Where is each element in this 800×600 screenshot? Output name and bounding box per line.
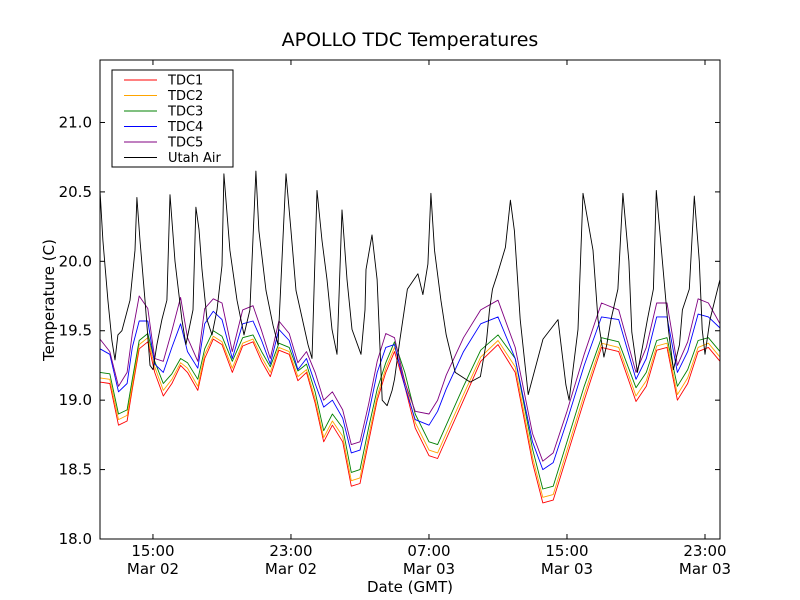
x-tick-label-date: Mar 02 xyxy=(265,560,317,578)
x-tick-label-time: 15:00 xyxy=(545,542,588,560)
y-tick-label: 19.0 xyxy=(59,391,92,409)
legend-label-utah-air: Utah Air xyxy=(168,151,221,166)
plot-frame xyxy=(99,59,721,540)
x-tick-label-time: 23:00 xyxy=(269,542,312,560)
y-tick-label: 20.5 xyxy=(59,183,92,201)
x-tick-label-time: 23:00 xyxy=(683,542,726,560)
x-tick-label-date: Mar 03 xyxy=(403,560,455,578)
x-tick-label-time: 07:00 xyxy=(407,542,450,560)
y-axis-label: Temperature (C) xyxy=(40,239,58,362)
x-tick-label-date: Mar 03 xyxy=(679,560,731,578)
x-axis-label: Date (GMT) xyxy=(367,578,453,596)
legend-label-tdc2: TDC2 xyxy=(167,89,203,104)
y-tick-label: 18.5 xyxy=(59,461,92,479)
legend-label-tdc4: TDC4 xyxy=(167,120,203,135)
series-line-tdc2 xyxy=(99,335,721,498)
x-tick-label-date: Mar 02 xyxy=(127,560,179,578)
series-line-tdc4 xyxy=(99,310,721,471)
x-tick-label-time: 15:00 xyxy=(131,542,174,560)
y-tick-label: 19.5 xyxy=(59,322,92,340)
x-tick-label-date: Mar 03 xyxy=(541,560,593,578)
y-tick-label: 18.0 xyxy=(59,530,92,548)
series-line-tdc1 xyxy=(99,338,721,504)
y-tick-label: 21.0 xyxy=(59,113,92,131)
series-line-tdc5 xyxy=(99,295,721,462)
series-line-tdc3 xyxy=(99,330,721,490)
legend-label-tdc5: TDC5 xyxy=(167,136,203,151)
y-axis: 18.0 18.5 19.0 19.5 20.0 20.5 21.0 xyxy=(59,113,720,548)
legend-box xyxy=(111,69,234,168)
legend-label-tdc1: TDC1 xyxy=(167,74,203,89)
legend-label-tdc3: TDC3 xyxy=(167,105,203,120)
series-line-utah-air xyxy=(99,170,721,407)
y-tick-label: 20.0 xyxy=(59,252,92,270)
chart-title: APOLLO TDC Temperatures xyxy=(282,29,539,51)
series-layer xyxy=(99,170,721,504)
